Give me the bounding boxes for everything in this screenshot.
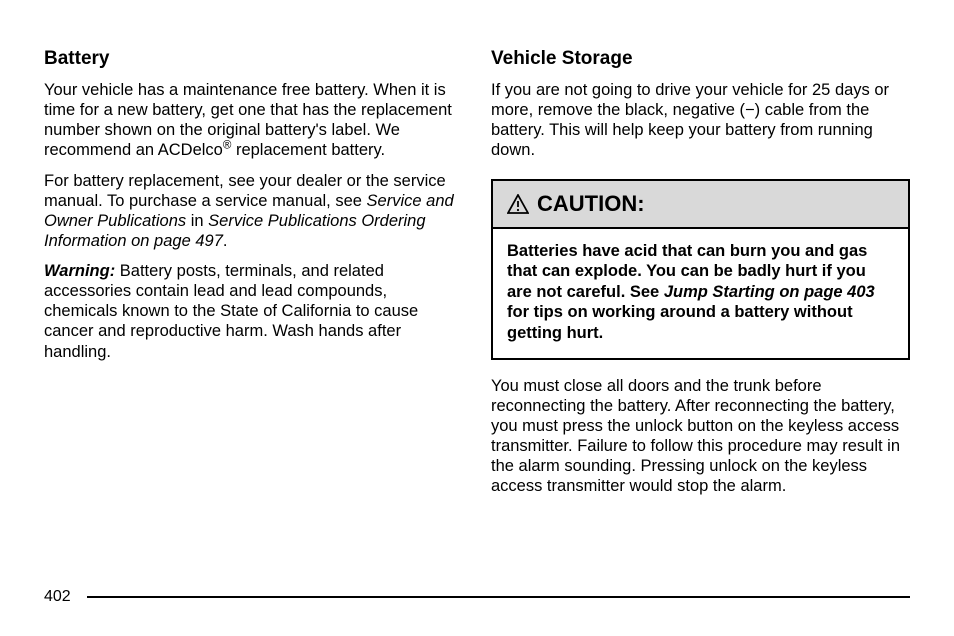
caution-box: CAUTION: Batteries have acid that can bu… (491, 179, 910, 360)
two-column-layout: Battery Your vehicle has a maintenance f… (44, 48, 910, 506)
battery-warning-paragraph: Warning: Battery posts, terminals, and r… (44, 261, 463, 362)
footer-rule (87, 596, 910, 598)
caution-body: Batteries have acid that can burn you an… (493, 229, 908, 358)
vehicle-storage-paragraph-1: If you are not going to drive your vehic… (491, 80, 910, 161)
right-column: Vehicle Storage If you are not going to … (491, 48, 910, 506)
jump-starting-ref: Jump Starting on page 403 (664, 283, 875, 301)
page-number: 402 (44, 588, 71, 606)
warning-triangle-icon (507, 194, 529, 214)
caution-text-b: for tips on working around a battery wit… (507, 303, 853, 342)
battery-p2-c: . (223, 232, 228, 250)
caution-label: CAUTION: (537, 191, 645, 217)
warning-label: Warning: (44, 262, 115, 280)
battery-heading: Battery (44, 48, 463, 70)
battery-paragraph-2: For battery replacement, see your dealer… (44, 171, 463, 252)
vehicle-storage-paragraph-2: You must close all doors and the trunk b… (491, 376, 910, 497)
battery-p1-text-b: replacement battery. (231, 141, 385, 159)
caution-header: CAUTION: (493, 181, 908, 229)
battery-p2-b: in (186, 212, 208, 230)
page-footer: 402 (44, 588, 910, 606)
battery-paragraph-1: Your vehicle has a maintenance free batt… (44, 80, 463, 161)
vehicle-storage-heading: Vehicle Storage (491, 48, 910, 70)
left-column: Battery Your vehicle has a maintenance f… (44, 48, 463, 506)
